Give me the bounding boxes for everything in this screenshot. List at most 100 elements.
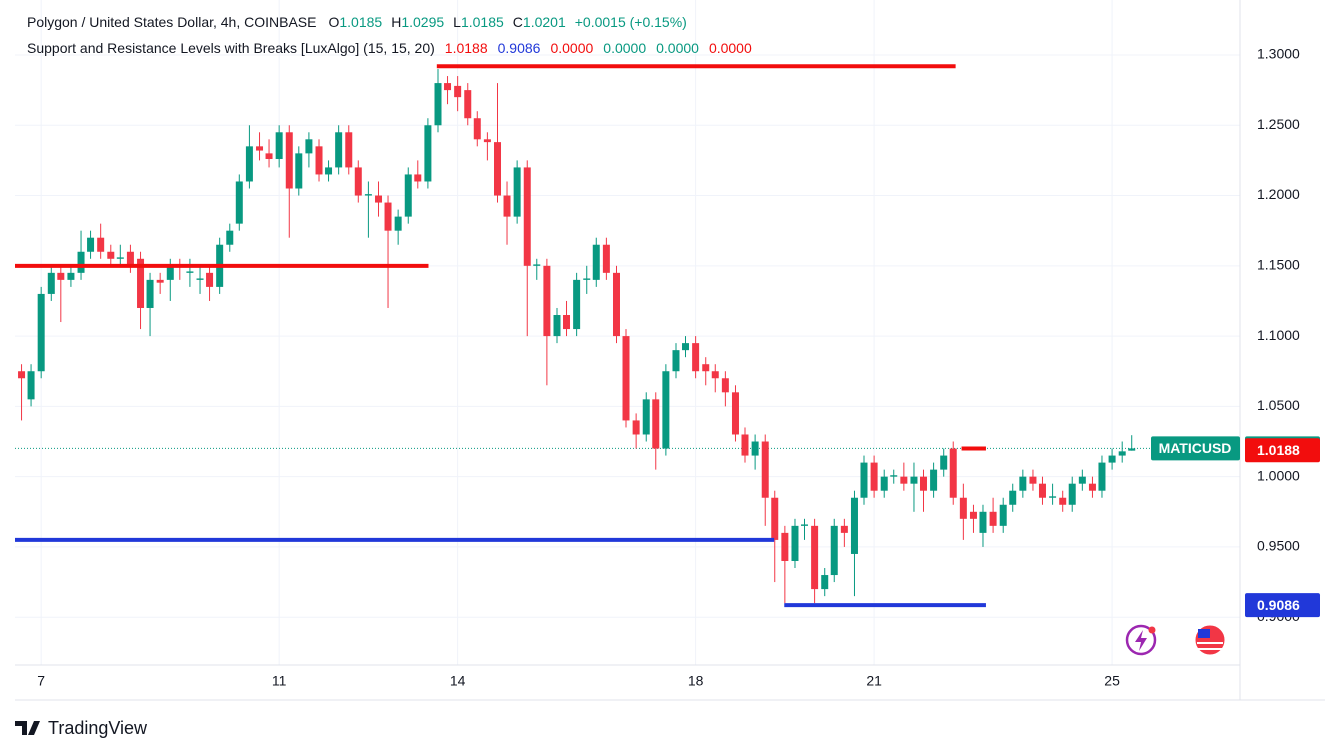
candle-body [860, 462, 868, 498]
price-label-value: 1.0188 [1257, 442, 1300, 458]
candle-body [1009, 490, 1017, 505]
candle-body [285, 132, 293, 189]
candle-body [642, 399, 650, 435]
y-tick-label: 1.2500 [1257, 116, 1300, 132]
candle-body [602, 244, 610, 273]
candle-body [1059, 497, 1067, 505]
candle-body [761, 441, 769, 498]
candle-body [513, 167, 521, 217]
indicator-value: 0.9086 [498, 40, 541, 56]
candle-body [721, 378, 729, 393]
candle-body [77, 251, 85, 273]
indicator-value: 0.0000 [603, 40, 646, 56]
candle-body [533, 264, 541, 266]
alert-dot [1148, 626, 1156, 634]
x-tick-label: 11 [272, 673, 287, 689]
logo: TradingView [15, 718, 148, 738]
candle-body [245, 146, 253, 182]
ohlc-value: 1.0295 [401, 14, 444, 30]
candle-body [870, 462, 878, 491]
candle-body [880, 476, 888, 491]
y-tick-label: 0.9500 [1257, 538, 1300, 554]
candle-body [47, 272, 55, 294]
candle-body [166, 265, 174, 280]
candle-body [394, 216, 402, 231]
plot [15, 64, 1136, 608]
x-tick-label: 21 [866, 673, 882, 689]
candle-body [1118, 451, 1126, 456]
candle-body [414, 174, 422, 182]
y-tick-label: 1.1500 [1257, 257, 1300, 273]
candle-body [830, 525, 838, 576]
candle-body [1098, 462, 1106, 491]
candle-body [751, 441, 759, 456]
candle-body [563, 315, 571, 330]
candle-body [731, 392, 739, 435]
candle-body [464, 90, 472, 119]
header-line: Polygon / United States Dollar, 4h, COIN… [27, 14, 687, 30]
candle-body [821, 575, 829, 590]
candle-body [900, 476, 908, 484]
indicator-value: 0.0000 [656, 40, 699, 56]
candle-body [434, 83, 442, 126]
ohlc-value: 1.0201 [523, 14, 566, 30]
candle-body [592, 244, 600, 280]
candle-body [503, 195, 511, 217]
x-tick-label: 7 [37, 673, 45, 689]
indicator-name: Support and Resistance Levels with Break… [27, 40, 435, 56]
candle-body [275, 132, 283, 159]
candle-body [979, 511, 987, 533]
indicator-value: 0.0000 [550, 40, 593, 56]
candle-body [622, 336, 630, 421]
candle-body [543, 265, 551, 337]
candle-body [226, 230, 234, 245]
candle-body [959, 497, 967, 519]
ohlc-value: 1.0185 [339, 14, 382, 30]
candle-body [315, 146, 323, 175]
candle-body [256, 146, 264, 151]
y-tick-label: 1.2000 [1257, 186, 1300, 202]
candle-body [840, 525, 848, 533]
candle-body [672, 350, 680, 372]
candle-body [612, 272, 620, 337]
candle-body [494, 142, 502, 196]
candle-body [1029, 476, 1037, 484]
price-label-box [1245, 593, 1320, 618]
candle-body [1078, 476, 1086, 484]
candle-body [711, 371, 719, 379]
candle-body [583, 278, 591, 280]
candle-body [553, 315, 561, 337]
candle-body [919, 476, 927, 491]
candle-body [1038, 483, 1046, 498]
candle-body [781, 532, 789, 561]
candle-body [940, 455, 948, 470]
candle-body [206, 272, 214, 287]
candle-body [295, 153, 303, 189]
price-label-value: 0.9086 [1257, 597, 1300, 613]
candle-body [682, 343, 690, 351]
candle-body [999, 504, 1007, 526]
candle-body [384, 202, 392, 231]
symbol-label: MATICUSD [1159, 440, 1232, 456]
candle-body [364, 194, 372, 196]
candle-body [156, 279, 164, 283]
candle-body [692, 343, 700, 372]
candle-body [375, 195, 383, 203]
candle-body [116, 257, 124, 259]
candle-body [702, 364, 710, 372]
ohlc-key: C [513, 14, 523, 30]
alert-icon[interactable] [1125, 624, 1157, 656]
ohlc-key: L [453, 14, 461, 30]
symbol-box [1151, 436, 1240, 461]
candle-body [1088, 483, 1096, 491]
candle-body [37, 293, 45, 372]
flag-canton [1198, 629, 1210, 638]
title: Polygon / United States Dollar, 4h, COIN… [27, 14, 316, 30]
y-tick-label: 1.1000 [1257, 327, 1300, 343]
candle-body [632, 420, 640, 435]
candle-body [771, 497, 779, 540]
candle-body [404, 174, 412, 217]
alert-bolt [1135, 630, 1147, 651]
candle-body [57, 272, 65, 280]
